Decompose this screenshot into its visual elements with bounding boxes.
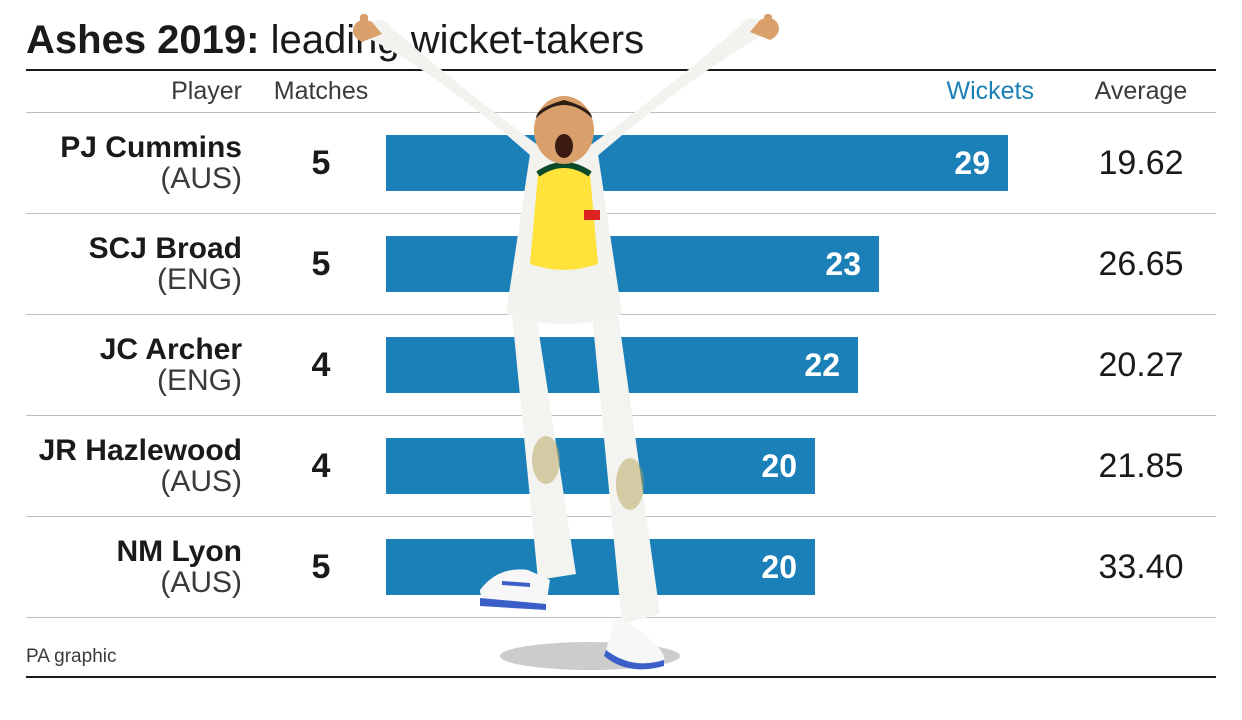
matches-cell: 5 bbox=[256, 144, 386, 183]
col-header-wickets: Wickets bbox=[386, 77, 1066, 106]
matches-cell: 4 bbox=[256, 447, 386, 486]
wickets-value: 29 bbox=[954, 145, 990, 182]
title-bold: Ashes 2019: bbox=[26, 18, 259, 62]
wickets-bar-cell: 22 bbox=[386, 337, 1066, 393]
matches-value: 4 bbox=[312, 447, 331, 485]
average-cell: 26.65 bbox=[1066, 245, 1216, 284]
average-cell: 33.40 bbox=[1066, 548, 1216, 587]
player-cell: SCJ Broad(ENG) bbox=[26, 233, 256, 296]
table-row: NM Lyon(AUS) 5 20 33.40 bbox=[26, 517, 1216, 618]
player-country: (AUS) bbox=[26, 567, 242, 599]
wickets-bar: 20 bbox=[386, 539, 815, 595]
col-header-average: Average bbox=[1066, 77, 1216, 106]
player-country: (ENG) bbox=[26, 365, 242, 397]
player-cell: JR Hazlewood(AUS) bbox=[26, 435, 256, 498]
average-value: 20.27 bbox=[1098, 346, 1183, 384]
player-name: NM Lyon bbox=[26, 536, 242, 568]
player-country: (AUS) bbox=[26, 163, 242, 195]
average-value: 21.85 bbox=[1098, 447, 1183, 485]
player-name: JC Archer bbox=[26, 334, 242, 366]
table-row: JR Hazlewood(AUS) 4 20 21.85 bbox=[26, 416, 1216, 517]
player-name: SCJ Broad bbox=[26, 233, 242, 265]
wickets-bar: 22 bbox=[386, 337, 858, 393]
data-rows: PJ Cummins(AUS)52919.62SCJ Broad(ENG)523… bbox=[26, 113, 1216, 618]
title-rest: leading wicket-takers bbox=[259, 18, 644, 62]
average-cell: 19.62 bbox=[1066, 144, 1216, 183]
matches-value: 5 bbox=[312, 144, 331, 182]
wickets-value: 23 bbox=[825, 246, 861, 283]
wickets-bar: 20 bbox=[386, 438, 815, 494]
wickets-bar-cell: 20 bbox=[386, 438, 1066, 494]
player-name: JR Hazlewood bbox=[26, 435, 242, 467]
wickets-bar: 29 bbox=[386, 135, 1008, 191]
wickets-bar: 23 bbox=[386, 236, 879, 292]
col-header-matches: Matches bbox=[256, 77, 386, 106]
matches-cell: 5 bbox=[256, 245, 386, 284]
wickets-bar-cell: 29 bbox=[386, 135, 1066, 191]
col-header-player: Player bbox=[26, 77, 256, 106]
average-value: 26.65 bbox=[1098, 245, 1183, 283]
average-value: 33.40 bbox=[1098, 548, 1183, 586]
infographic-container: Ashes 2019: leading wicket-takers Player… bbox=[0, 0, 1242, 688]
matches-value: 5 bbox=[312, 245, 331, 283]
header-row: Player Matches Wickets Average bbox=[26, 71, 1216, 113]
wickets-bar-cell: 23 bbox=[386, 236, 1066, 292]
wickets-value: 20 bbox=[761, 448, 797, 485]
average-cell: 20.27 bbox=[1066, 346, 1216, 385]
player-country: (AUS) bbox=[26, 466, 242, 498]
table-row: JC Archer(ENG) 4 22 20.27 bbox=[26, 315, 1216, 416]
matches-value: 5 bbox=[312, 548, 331, 586]
player-country: (ENG) bbox=[26, 264, 242, 296]
player-cell: NM Lyon(AUS) bbox=[26, 536, 256, 599]
matches-cell: 5 bbox=[256, 548, 386, 587]
average-cell: 21.85 bbox=[1066, 447, 1216, 486]
wickets-value: 20 bbox=[761, 549, 797, 586]
matches-value: 4 bbox=[312, 346, 331, 384]
player-name: PJ Cummins bbox=[26, 132, 242, 164]
wickets-bar-cell: 20 bbox=[386, 539, 1066, 595]
table-row: PJ Cummins(AUS) 5 29 19.62 bbox=[26, 113, 1216, 214]
infographic-title: Ashes 2019: leading wicket-takers bbox=[26, 18, 1216, 71]
matches-cell: 4 bbox=[256, 346, 386, 385]
wickets-value: 22 bbox=[804, 347, 840, 384]
graphic-credit: PA graphic bbox=[26, 646, 1216, 678]
table-row: SCJ Broad(ENG) 5 23 26.65 bbox=[26, 214, 1216, 315]
player-cell: JC Archer(ENG) bbox=[26, 334, 256, 397]
average-value: 19.62 bbox=[1098, 144, 1183, 182]
player-cell: PJ Cummins(AUS) bbox=[26, 132, 256, 195]
